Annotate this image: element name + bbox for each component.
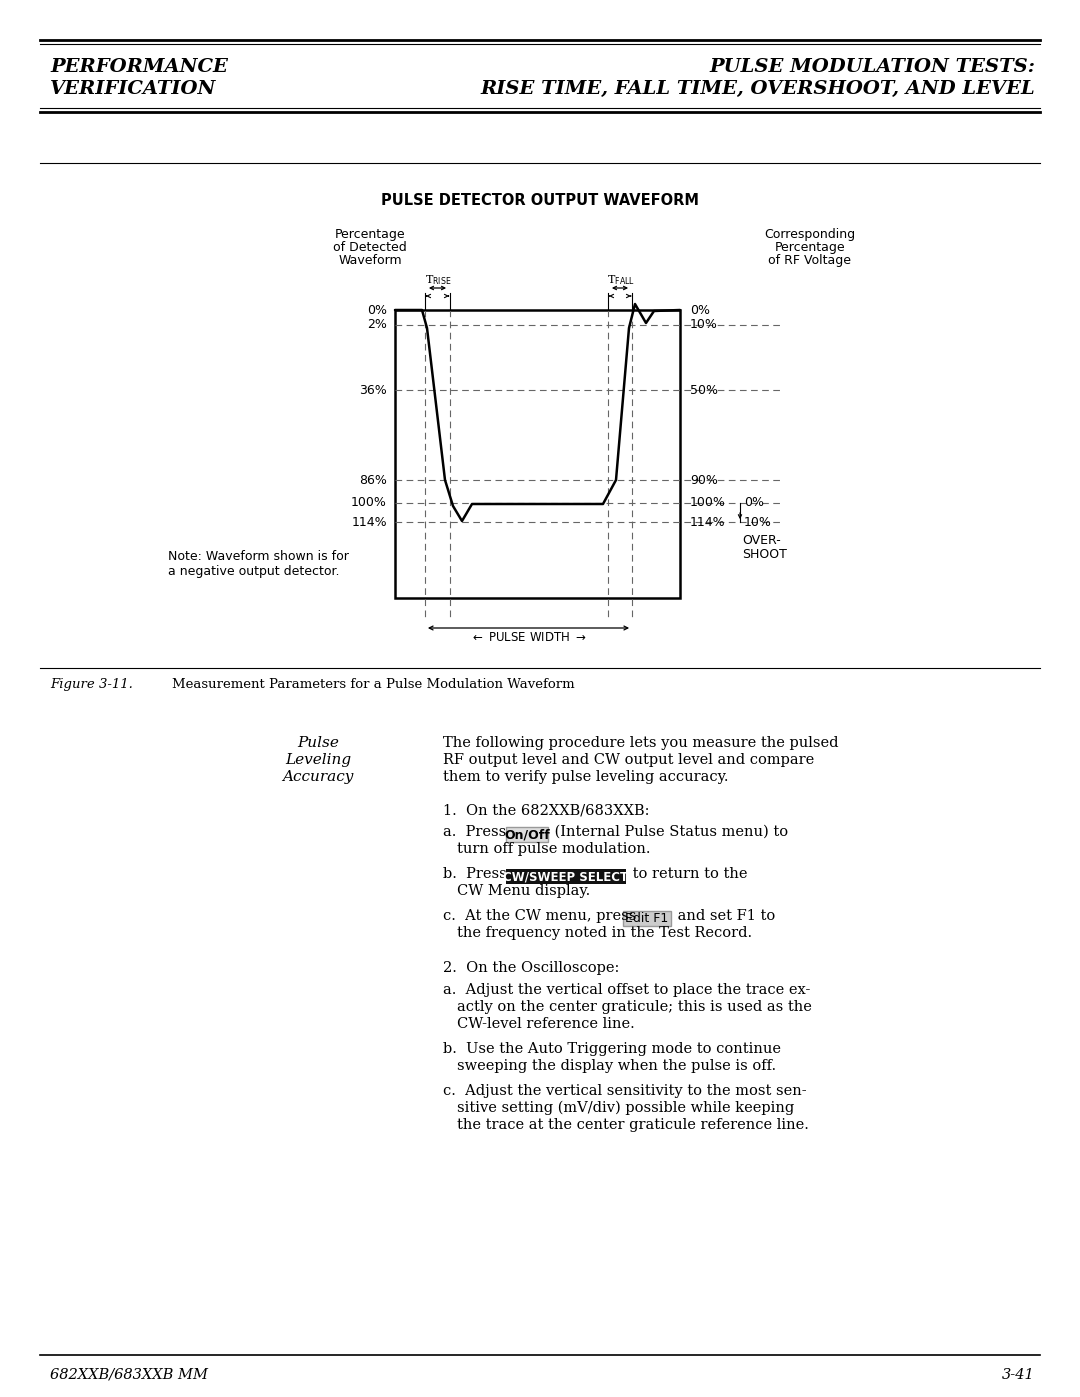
Text: Edit F1: Edit F1 (625, 912, 669, 925)
Text: b.  Use the Auto Triggering mode to continue: b. Use the Auto Triggering mode to conti… (443, 1042, 781, 1056)
Text: b.  Press: b. Press (443, 868, 511, 882)
Text: Percentage: Percentage (335, 228, 405, 242)
Text: RISE TIME, FALL TIME, OVERSHOOT, AND LEVEL: RISE TIME, FALL TIME, OVERSHOOT, AND LEV… (481, 80, 1035, 98)
Text: Note: Waveform shown is for
a negative output detector.: Note: Waveform shown is for a negative o… (168, 550, 349, 578)
Text: 90%: 90% (690, 474, 718, 486)
Text: 3-41: 3-41 (1002, 1368, 1035, 1382)
Text: them to verify pulse leveling accuracy.: them to verify pulse leveling accuracy. (443, 770, 729, 784)
Text: c.  Adjust the vertical sensitivity to the most sen-: c. Adjust the vertical sensitivity to th… (443, 1084, 807, 1098)
Text: CW Menu display.: CW Menu display. (457, 884, 591, 898)
Bar (507, 869, 626, 884)
Text: c.  At the CW menu, press: c. At the CW menu, press (443, 909, 642, 923)
Text: 2%: 2% (367, 319, 387, 331)
Text: 100%: 100% (351, 496, 387, 510)
Text: OVER-: OVER- (742, 534, 781, 548)
Text: RF output level and CW output level and compare: RF output level and CW output level and … (443, 753, 814, 767)
Text: turn off pulse modulation.: turn off pulse modulation. (457, 842, 650, 856)
Text: a.  Adjust the vertical offset to place the trace ex-: a. Adjust the vertical offset to place t… (443, 983, 810, 997)
Text: 100%: 100% (690, 496, 726, 510)
Text: Waveform: Waveform (338, 254, 402, 267)
Text: 36%: 36% (360, 384, 387, 397)
Text: and set F1 to: and set F1 to (673, 909, 775, 923)
Text: VERIFICATION: VERIFICATION (50, 80, 216, 98)
Text: 0%: 0% (690, 303, 710, 317)
Text: 10%: 10% (744, 515, 772, 528)
Text: the frequency noted in the Test Record.: the frequency noted in the Test Record. (457, 926, 752, 940)
Text: SHOOT: SHOOT (742, 548, 787, 562)
Text: Leveling: Leveling (285, 753, 351, 767)
Text: a.  Press: a. Press (443, 826, 511, 840)
Text: Pulse: Pulse (297, 736, 339, 750)
Text: T$_{\mathsf{RISE}}$: T$_{\mathsf{RISE}}$ (426, 274, 451, 286)
Text: sweeping the display when the pulse is off.: sweeping the display when the pulse is o… (457, 1059, 777, 1073)
Text: actly on the center graticule; this is used as the: actly on the center graticule; this is u… (457, 1000, 812, 1014)
Text: PULSE MODULATION TESTS:: PULSE MODULATION TESTS: (708, 59, 1035, 75)
Bar (395, 310, 680, 598)
Text: Figure 3-11.: Figure 3-11. (50, 678, 133, 692)
Text: 114%: 114% (351, 515, 387, 528)
Text: T$_{\mathsf{FALL}}$: T$_{\mathsf{FALL}}$ (607, 274, 635, 286)
Bar (623, 911, 671, 926)
Text: Accuracy: Accuracy (282, 770, 353, 784)
Text: 1.  On the 682XXB/683XXB:: 1. On the 682XXB/683XXB: (443, 803, 649, 817)
Text: On/Off: On/Off (504, 828, 550, 841)
Text: 86%: 86% (360, 474, 387, 486)
Text: 114%: 114% (690, 515, 726, 528)
Text: Measurement Parameters for a Pulse Modulation Waveform: Measurement Parameters for a Pulse Modul… (156, 678, 575, 692)
Text: PULSE DETECTOR OUTPUT WAVEFORM: PULSE DETECTOR OUTPUT WAVEFORM (381, 193, 699, 208)
Text: 0%: 0% (367, 303, 387, 317)
Text: PERFORMANCE: PERFORMANCE (50, 59, 228, 75)
Text: The following procedure lets you measure the pulsed: The following procedure lets you measure… (443, 736, 838, 750)
Text: 50%: 50% (690, 384, 718, 397)
Text: Corresponding: Corresponding (765, 228, 855, 242)
Text: CW-level reference line.: CW-level reference line. (457, 1017, 635, 1031)
Text: CW/SWEEP SELECT: CW/SWEEP SELECT (503, 870, 629, 883)
Text: (Internal Pulse Status menu) to: (Internal Pulse Status menu) to (550, 826, 788, 840)
Text: to return to the: to return to the (627, 868, 747, 882)
Text: of Detected: of Detected (333, 242, 407, 254)
Text: sitive setting (mV/div) possible while keeping: sitive setting (mV/div) possible while k… (457, 1101, 794, 1115)
Text: of RF Voltage: of RF Voltage (769, 254, 851, 267)
Text: 682XXB/683XXB MM: 682XXB/683XXB MM (50, 1368, 208, 1382)
Text: the trace at the center graticule reference line.: the trace at the center graticule refere… (457, 1118, 809, 1132)
Text: 10%: 10% (690, 319, 718, 331)
Text: 0%: 0% (744, 496, 764, 510)
Text: 2.  On the Oscilloscope:: 2. On the Oscilloscope: (443, 961, 619, 975)
Bar (507, 827, 548, 842)
Text: $\leftarrow$ PULSE WIDTH $\rightarrow$: $\leftarrow$ PULSE WIDTH $\rightarrow$ (470, 631, 586, 644)
Text: Percentage: Percentage (774, 242, 846, 254)
